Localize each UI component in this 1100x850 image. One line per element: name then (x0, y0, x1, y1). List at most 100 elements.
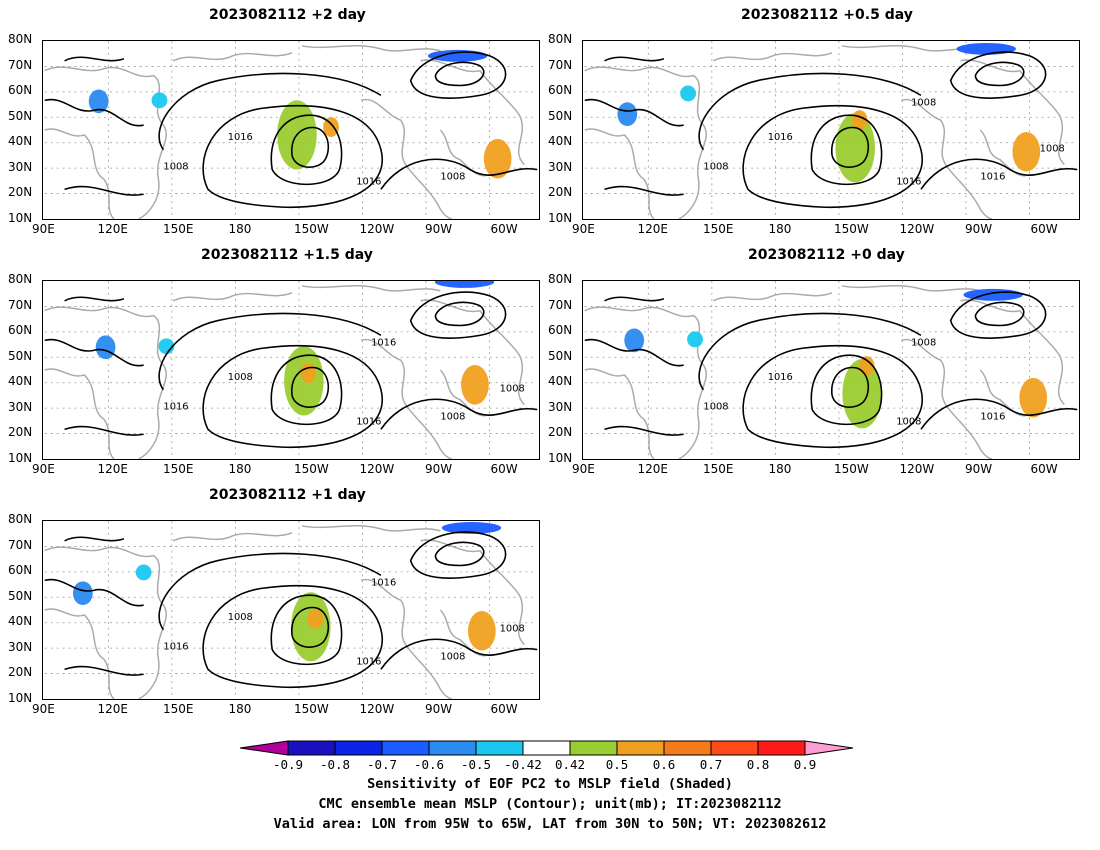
map-panel-plus2day: 1016 1008 1016 1008 (42, 40, 540, 220)
contour-label: 1008 (440, 171, 465, 182)
coastline (584, 368, 655, 459)
map-panel-plus0p5day: 1016 1008 1016 1016 1008 1008 (582, 40, 1080, 220)
mslp-contour (434, 61, 485, 87)
lat-tick-label: 30N (8, 159, 33, 174)
coastline (172, 52, 293, 62)
colorbar-segment (381, 740, 430, 756)
coastline (420, 299, 525, 406)
contour-label: 1016 (768, 372, 793, 383)
lon-tick-label: 90W (425, 222, 453, 236)
lat-tick-label: 80N (8, 512, 33, 526)
mslp-contour (380, 398, 538, 430)
coastline (979, 369, 1031, 417)
mslp-contour (698, 312, 922, 391)
lon-tick-label: 180 (768, 462, 792, 476)
sensitivity-shading (617, 102, 638, 127)
sensitivity-shading (158, 338, 175, 355)
colorbar-label: -0.42 (504, 757, 542, 772)
lon-tick-label: 120E (97, 702, 129, 716)
colorbar-label: -0.7 (367, 757, 397, 772)
mslp-contour (158, 72, 382, 151)
sensitivity-shading (307, 609, 324, 629)
sensitivity-shading (687, 331, 703, 348)
lon-tick-label: 90E (32, 222, 55, 236)
lon-tick-label: 120W (359, 462, 395, 476)
contour-label: 1016 (356, 176, 381, 187)
mslp-contour (409, 531, 507, 579)
colorbar-label: 0.9 (794, 757, 817, 772)
coastline (979, 129, 1031, 177)
lat-tick-label: 40N (8, 134, 33, 148)
map-canvas: 1008 1016 1016 1008 1016 1008 (44, 281, 538, 459)
map-panel-plus0day: 1016 1008 1008 1016 1008 (582, 280, 1080, 460)
lon-tick-label: 120E (637, 462, 669, 476)
contour-label: 1016 (228, 132, 253, 143)
coastline (420, 539, 525, 646)
lat-tick-label: 40N (8, 374, 33, 388)
colorbar-label: 0.42 (555, 757, 585, 772)
contour-label: 1008 (911, 97, 936, 108)
mslp-contour (974, 61, 1025, 87)
lat-tick-label: 40N (548, 134, 573, 148)
lat-tick-label: 20N (8, 665, 33, 679)
contour-label: 1016 (356, 656, 381, 667)
lat-tick-label: 50N (548, 348, 573, 363)
colorbar-segment (522, 740, 571, 756)
contour-label: 1008 (228, 612, 253, 623)
contour-label: 1008 (440, 651, 465, 662)
colorbar-segment (569, 740, 618, 756)
coastline (172, 292, 293, 302)
coastline (172, 532, 293, 542)
colorbar-segment (757, 740, 806, 756)
coastline (360, 338, 453, 459)
mslp-contour (920, 398, 1078, 430)
contour-label: 1008 (1040, 144, 1065, 155)
mslp-contour (698, 72, 922, 151)
mslp-contour (158, 312, 382, 391)
sensitivity-shading (300, 363, 317, 383)
mslp-contour (831, 366, 870, 408)
lon-tick-label: 150W (294, 222, 329, 236)
colorbar-label: -0.5 (461, 757, 491, 772)
coastline (841, 284, 981, 292)
mslp-contour (64, 665, 144, 676)
mslp-contour (949, 51, 1047, 99)
lat-tick-label: 60N (8, 83, 33, 97)
mslp-contour (584, 338, 684, 367)
lat-tick-label: 50N (8, 108, 33, 123)
lon-tick-label: 90E (572, 462, 595, 476)
map-canvas: 1008 1016 1016 1008 1016 1008 (44, 521, 538, 699)
contour-label: 1008 (163, 162, 188, 173)
colorbar-label: -0.8 (320, 757, 350, 772)
map-canvas: 1016 1008 1016 1008 (44, 41, 538, 219)
sensitivity-shading (72, 581, 93, 606)
colorbar-segment (710, 740, 759, 756)
mslp-contour (64, 185, 144, 196)
contour-label: 1016 (163, 402, 188, 413)
lon-tick-label: 120E (637, 222, 669, 236)
sensitivity-shading (88, 89, 109, 114)
mslp-contour (270, 354, 343, 426)
contour-label: 1008 (228, 372, 253, 383)
coastline (44, 608, 115, 699)
lon-tick-label: 60W (490, 462, 518, 476)
lon-tick-label: 90W (965, 462, 993, 476)
coastline (360, 578, 453, 699)
colorbar-segment (663, 740, 712, 756)
lon-tick-label: 90W (425, 702, 453, 716)
contour-label: 1008 (500, 624, 525, 635)
colorbar-label: -0.6 (414, 757, 444, 772)
lon-tick-label: 90W (965, 222, 993, 236)
sensitivity-shading (434, 281, 495, 288)
lat-tick-label: 20N (548, 185, 573, 199)
mslp-contour (64, 296, 125, 302)
mslp-contour (434, 301, 485, 327)
lat-tick-label: 70N (8, 537, 33, 552)
mslp-contour (810, 354, 883, 426)
lat-tick-label: 20N (8, 185, 33, 199)
mslp-contour (64, 536, 125, 542)
coastline (420, 59, 525, 166)
lat-tick-label: 60N (548, 83, 573, 97)
lat-tick-label: 60N (8, 563, 33, 577)
lon-tick-label: 60W (1030, 222, 1058, 236)
